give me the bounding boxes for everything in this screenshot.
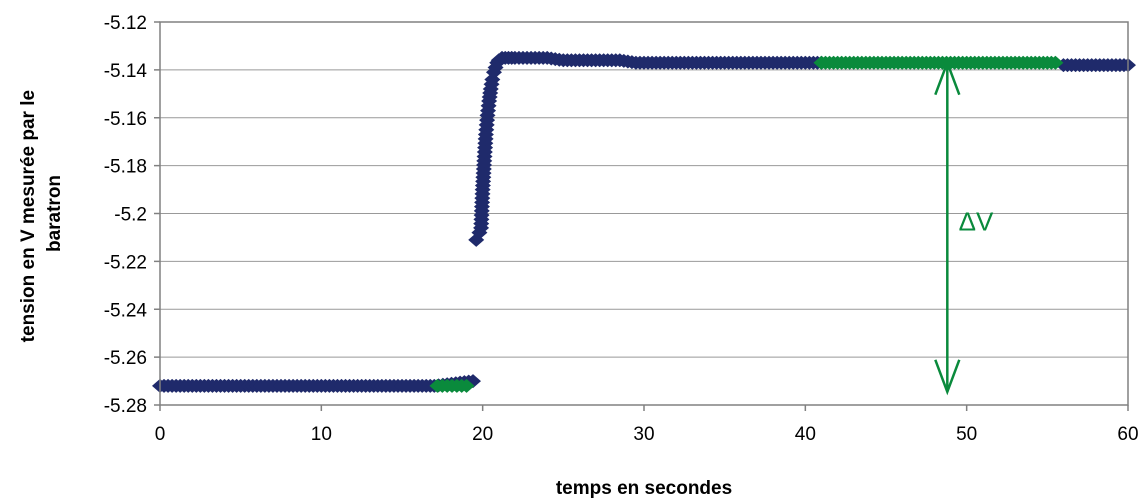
y-tick-label: -5.26 (104, 348, 147, 369)
y-tick-label: -5.12 (104, 13, 147, 34)
delta-v-arrow-head-bottom (934, 359, 961, 396)
y-axis-title-line-1: tension en V mesurée par le (18, 90, 39, 342)
delta-v-annotation: ΔV (934, 59, 994, 396)
x-tick-label: 50 (956, 424, 977, 445)
series-layer (152, 50, 1136, 393)
y-tick-label: -5.2 (114, 205, 147, 226)
x-axis-title: temps en secondes (556, 478, 732, 499)
y-tick-label: -5.28 (104, 396, 147, 417)
series-highlight (429, 55, 1064, 393)
plot-area-frame (159, 21, 1129, 406)
delta-v-arrow-head-top (934, 59, 961, 96)
y-tick-label: -5.14 (104, 61, 148, 82)
y-tick-label: -5.18 (104, 157, 147, 178)
x-tick-label: 10 (311, 424, 332, 445)
y-tick-label: -5.16 (104, 109, 147, 130)
data-point-marker (458, 378, 475, 393)
y-tick-label: -5.24 (104, 300, 148, 321)
x-tick-label: 40 (795, 424, 816, 445)
x-tick-label: 30 (633, 424, 654, 445)
y-axis-title: tension en V mesurée par le baratron (18, 85, 65, 343)
x-axis-ticks: 0 10 20 30 40 50 60 (155, 405, 1139, 445)
delta-v-label: ΔV (959, 206, 994, 236)
x-tick-label: 20 (472, 424, 493, 445)
y-tick-label: -5.22 (104, 252, 147, 273)
x-tick-label: 60 (1117, 424, 1138, 445)
y-axis-title-line-2: baratron (44, 175, 65, 252)
y-axis-ticks: -5.12 -5.14 -5.16 -5.18 -5.2 -5.22 -5.24 -5.26 -… (104, 13, 160, 417)
data-point-marker (1047, 55, 1064, 70)
x-tick-label: 0 (155, 424, 166, 445)
